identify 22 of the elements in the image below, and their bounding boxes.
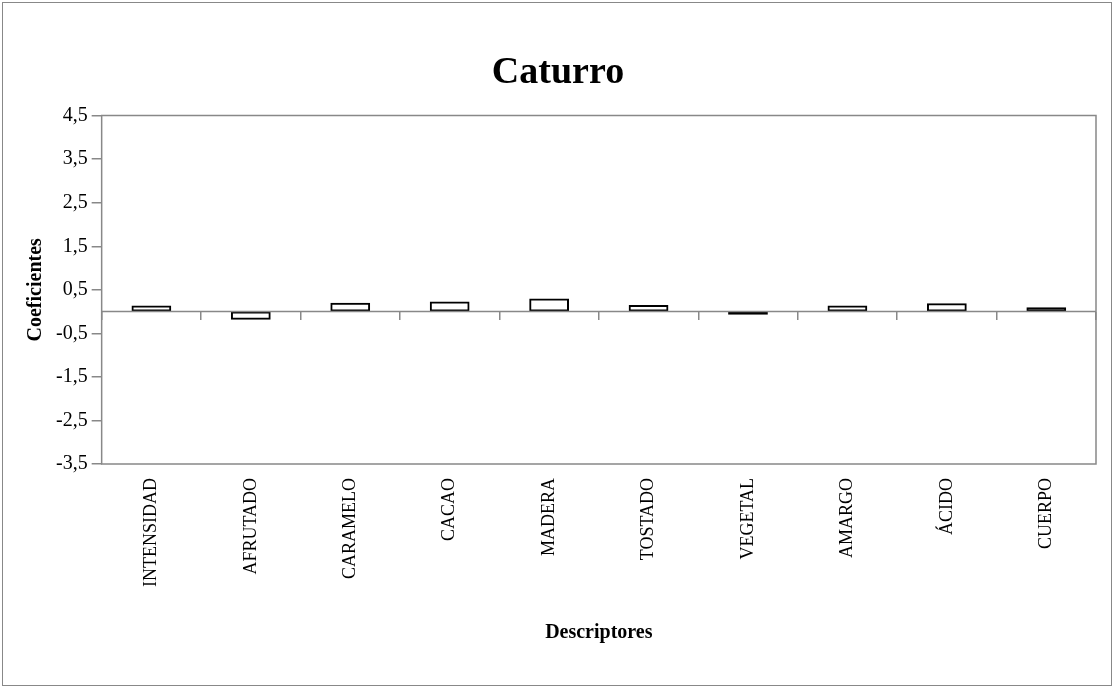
y-tick-label: 3,5 (62, 146, 88, 169)
x-tick-label: TOSTADO (637, 478, 658, 561)
x-axis-title: Descriptores (545, 620, 653, 644)
y-tick-label: -0,5 (55, 320, 88, 343)
x-tick-label: VEGETAL (736, 478, 757, 560)
chart-title: Caturro (491, 48, 625, 91)
y-tick-label: -2,5 (55, 407, 88, 430)
y-tick-label: -3,5 (55, 451, 88, 474)
y-tick-label: 0,5 (62, 277, 88, 300)
y-axis-title: Coeficientes (23, 237, 46, 342)
y-tick-label: 4,5 (62, 102, 88, 125)
x-tick-label: INTENSIDAD (140, 478, 161, 587)
x-tick-label: ÁCIDO (934, 478, 956, 536)
x-tick-label: CACAO (438, 478, 459, 542)
y-tick-label: 2,5 (62, 189, 88, 212)
x-tick-label: CUERPO (1035, 478, 1056, 550)
x-tick-label: MADERA (537, 478, 558, 557)
y-tick-label: -1,5 (55, 364, 88, 387)
y-tick-label: 1,5 (62, 233, 88, 256)
x-tick-label: AMARGO (836, 478, 857, 559)
x-tick-label: CARAMELO (338, 478, 359, 580)
x-tick-label: AFRUTADO (239, 478, 260, 575)
